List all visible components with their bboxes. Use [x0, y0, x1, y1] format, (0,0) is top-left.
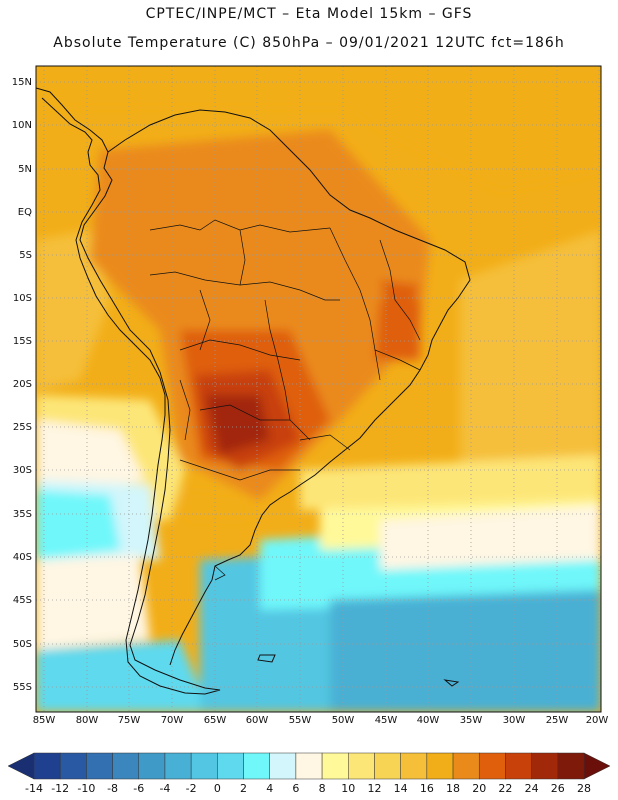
- colorbar-high-arrow: [583, 752, 611, 780]
- colorbar-cell: [374, 752, 401, 780]
- coastlines: [36, 87, 471, 695]
- colorbar-cell: [217, 752, 244, 780]
- colorbar-label: 28: [577, 782, 591, 795]
- colorbar-label: 16: [419, 782, 434, 795]
- colorbar-label: 12: [367, 782, 382, 795]
- colorbar-label: 22: [498, 782, 513, 795]
- colorbar-cell: [33, 752, 61, 780]
- colorbar-cell: [426, 752, 454, 780]
- temperature-field: [36, 66, 601, 712]
- colorbar-cell: [321, 752, 349, 780]
- lat-label: 15N: [11, 77, 32, 88]
- lon-label: 80W: [75, 715, 99, 726]
- lon-label: 70W: [160, 715, 184, 726]
- lat-label: 30S: [12, 465, 32, 476]
- colorbar-label: 26: [550, 782, 565, 795]
- colorbar-cell: [190, 752, 218, 780]
- lat-label: 55S: [12, 682, 32, 693]
- lon-label: 75W: [117, 715, 141, 726]
- lon-label: 20W: [585, 715, 609, 726]
- colorbar-cell: [400, 752, 428, 780]
- colorbar-label: 8: [318, 782, 326, 795]
- lon-label: 35W: [459, 715, 483, 726]
- map-title: CPTEC/INPE/MCT – Eta Model 15km – GFS: [145, 6, 473, 22]
- colorbar-label: -4: [159, 782, 171, 795]
- lat-label: 10N: [11, 120, 32, 131]
- lat-label: 40S: [12, 552, 32, 563]
- colorbar-cell: [164, 752, 192, 780]
- lat-label: 5S: [19, 250, 32, 261]
- colorbar-cell: [138, 752, 166, 780]
- colorbar-cell: [269, 752, 297, 780]
- colorbar-label: 2: [240, 782, 248, 795]
- lat-label: 45S: [12, 595, 32, 606]
- colorbar-label: 4: [266, 782, 274, 795]
- colorbar-cell: [452, 752, 480, 780]
- colorbar-cell: [348, 752, 375, 780]
- colorbar-label: -6: [133, 782, 145, 795]
- colorbar-label: 14: [393, 782, 408, 795]
- colorbar-cell: [505, 752, 532, 780]
- lon-label: 60W: [245, 715, 269, 726]
- colorbar-cell: [59, 752, 87, 780]
- lat-label: 35S: [12, 509, 32, 520]
- lon-label: 25W: [545, 715, 569, 726]
- lon-label: 55W: [288, 715, 312, 726]
- colorbar-cell: [531, 752, 559, 780]
- colorbar-label: 6: [292, 782, 300, 795]
- colorbar-cell: [112, 752, 140, 780]
- lon-label: 65W: [203, 715, 227, 726]
- colorbar-cell: [478, 752, 506, 780]
- colorbar-label: 0: [213, 782, 221, 795]
- lon-label: 40W: [416, 715, 440, 726]
- lat-label: 15S: [12, 336, 32, 347]
- colorbar-label: 20: [472, 782, 487, 795]
- map-subtitle: Absolute Temperature (C) 850hPa – 09/01/…: [53, 35, 565, 51]
- colorbar-label: -10: [77, 782, 96, 795]
- colorbar: [7, 752, 611, 780]
- lon-label: 30W: [502, 715, 526, 726]
- lat-label: 50S: [12, 639, 32, 650]
- lon-label: 45W: [374, 715, 398, 726]
- colorbar-label: 18: [446, 782, 461, 795]
- colorbar-cell: [86, 752, 113, 780]
- colorbar-label: -2: [185, 782, 197, 795]
- colorbar-label: 10: [341, 782, 356, 795]
- colorbar-label: -14: [25, 782, 43, 795]
- lon-label: 50W: [331, 715, 355, 726]
- lat-label: 5N: [18, 164, 32, 175]
- colorbar-cell: [243, 752, 270, 780]
- colorbar-cell: [557, 752, 585, 780]
- lon-label: 85W: [32, 715, 56, 726]
- colorbar-label: 24: [524, 782, 539, 795]
- lat-label: 20S: [12, 379, 32, 390]
- colorbar-low-arrow: [7, 752, 35, 780]
- lat-label: 25S: [12, 422, 32, 433]
- country-borders: [149, 219, 421, 581]
- lat-label: EQ: [17, 207, 32, 218]
- lat-label: 10S: [12, 293, 32, 304]
- colorbar-cell: [295, 752, 323, 780]
- colorbar-label: -12: [51, 782, 70, 795]
- map-frame: [35, 65, 602, 713]
- colorbar-label: -8: [107, 782, 119, 795]
